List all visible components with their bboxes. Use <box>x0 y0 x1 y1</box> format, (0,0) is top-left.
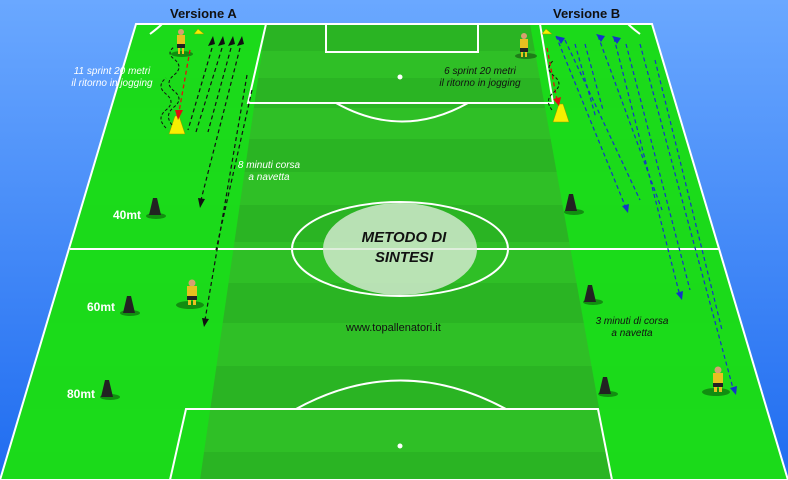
method-title: METODO DI SINTESI <box>361 229 447 266</box>
centre-highlight <box>323 203 477 295</box>
version-b-label: Versione B <box>553 6 621 21</box>
penalty-spot-top <box>397 74 403 80</box>
cone-icon <box>149 198 161 215</box>
player-icon <box>520 33 528 57</box>
zone-a <box>0 24 266 480</box>
version-a-sprint-line-2: il ritorno in jogging <box>71 78 153 89</box>
cone-icon <box>584 285 596 302</box>
version-a-shuttle-line-1: 8 minuti corsa <box>237 160 301 171</box>
version-a-sprint-line-1: 11 sprint 20 metri <box>73 66 151 77</box>
cone-icon <box>123 296 135 313</box>
version-b-shuttle-line-1: 3 minuti di corsa <box>595 316 669 327</box>
version-b-sprint-line-2: il ritorno in jogging <box>439 78 521 89</box>
penalty-spot-bottom <box>397 443 403 449</box>
player-icon <box>177 29 185 54</box>
cone-icon <box>599 377 611 394</box>
distance-marker-60: 60mt <box>87 300 116 314</box>
marker-icon <box>193 28 205 35</box>
version-b-sprint-line-1: 6 sprint 20 metri <box>444 66 516 77</box>
version-b-shuttle-note: 3 minuti di corsa a navetta <box>580 316 684 340</box>
distance-marker-40: 40mt <box>113 208 142 222</box>
zone-b <box>530 24 788 480</box>
marker-icon <box>541 28 553 35</box>
cone-icon <box>552 103 570 123</box>
cone-icon <box>101 380 113 397</box>
version-b-shuttle-line-2: a navetta <box>611 328 653 339</box>
cone-icon <box>565 194 577 211</box>
version-a-shuttle-line-2: a navetta <box>248 172 290 183</box>
distance-marker-80: 80mt <box>67 387 96 401</box>
version-a-label: Versione A <box>170 6 237 21</box>
version-a-shuttle-note: 8 minuti corsa a navetta <box>224 160 314 184</box>
player-icon <box>713 366 723 392</box>
website-label: www.topallenatori.it <box>346 322 441 334</box>
version-b-sprint-note: 6 sprint 20 metri il ritorno in jogging <box>420 66 540 90</box>
version-a-sprint-note: 11 sprint 20 metri il ritorno in jogging <box>56 66 168 90</box>
player-icon <box>187 279 197 305</box>
